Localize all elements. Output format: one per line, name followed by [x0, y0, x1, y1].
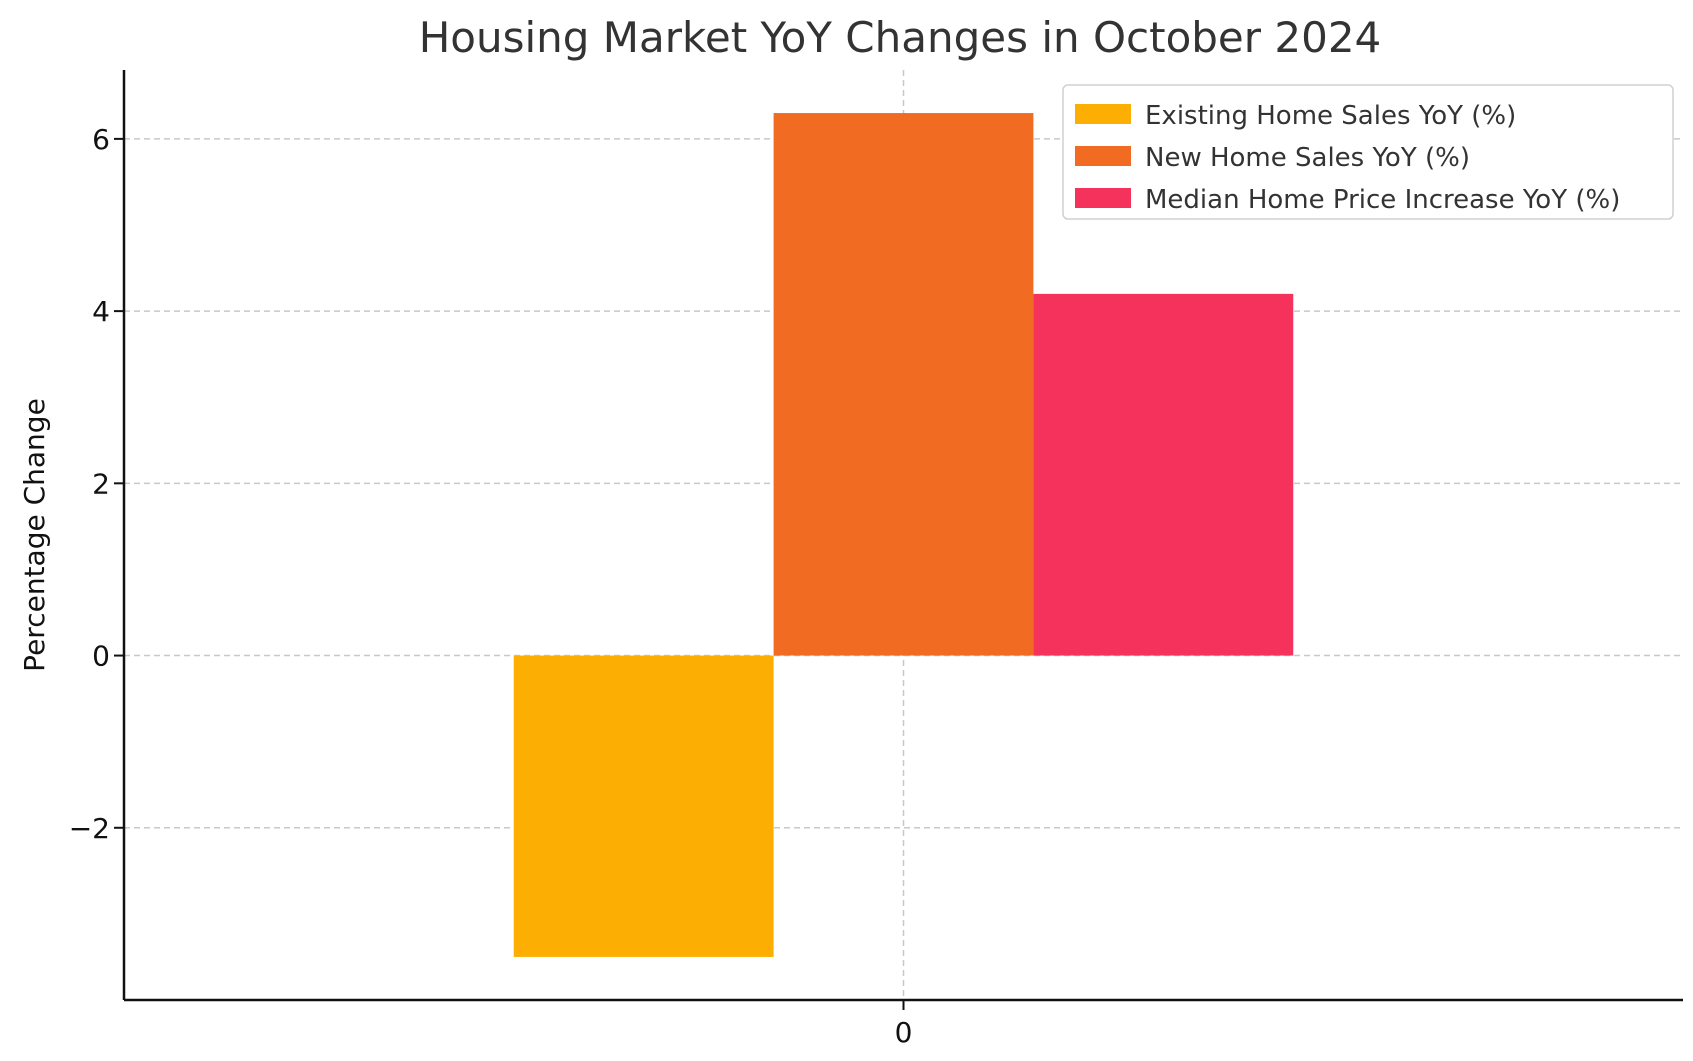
x-tick-label: 0 — [895, 1016, 913, 1049]
legend-swatch — [1075, 104, 1131, 124]
y-ticks: −2 0 2 4 6 — [69, 123, 124, 845]
x-ticks: 0 — [895, 1000, 913, 1049]
bars — [513, 113, 1294, 957]
y-tick-label: −2 — [69, 812, 110, 845]
y-tick-label: 2 — [92, 467, 110, 500]
legend-label: New Home Sales YoY (%) — [1145, 143, 1470, 173]
legend-swatch — [1075, 146, 1131, 166]
legend-box — [1062, 84, 1674, 220]
y-tick-label: 6 — [92, 123, 110, 156]
legend: Existing Home Sales YoY (%) New Home Sale… — [1062, 84, 1674, 220]
legend-swatch — [1075, 188, 1131, 208]
y-tick-label: 4 — [92, 295, 110, 328]
bar-existing-home-sales-yoy — [513, 655, 774, 957]
chart-title: Housing Market YoY Changes in October 20… — [419, 13, 1382, 62]
y-tick-label: 0 — [92, 640, 110, 673]
bar-new-home-sales-yoy — [773, 113, 1034, 656]
bar-median-home-price-increase-yoy — [1033, 293, 1294, 656]
y-axis-label: Percentage Change — [18, 398, 51, 672]
legend-label: Median Home Price Increase YoY (%) — [1145, 185, 1620, 215]
legend-label: Existing Home Sales YoY (%) — [1145, 101, 1516, 131]
